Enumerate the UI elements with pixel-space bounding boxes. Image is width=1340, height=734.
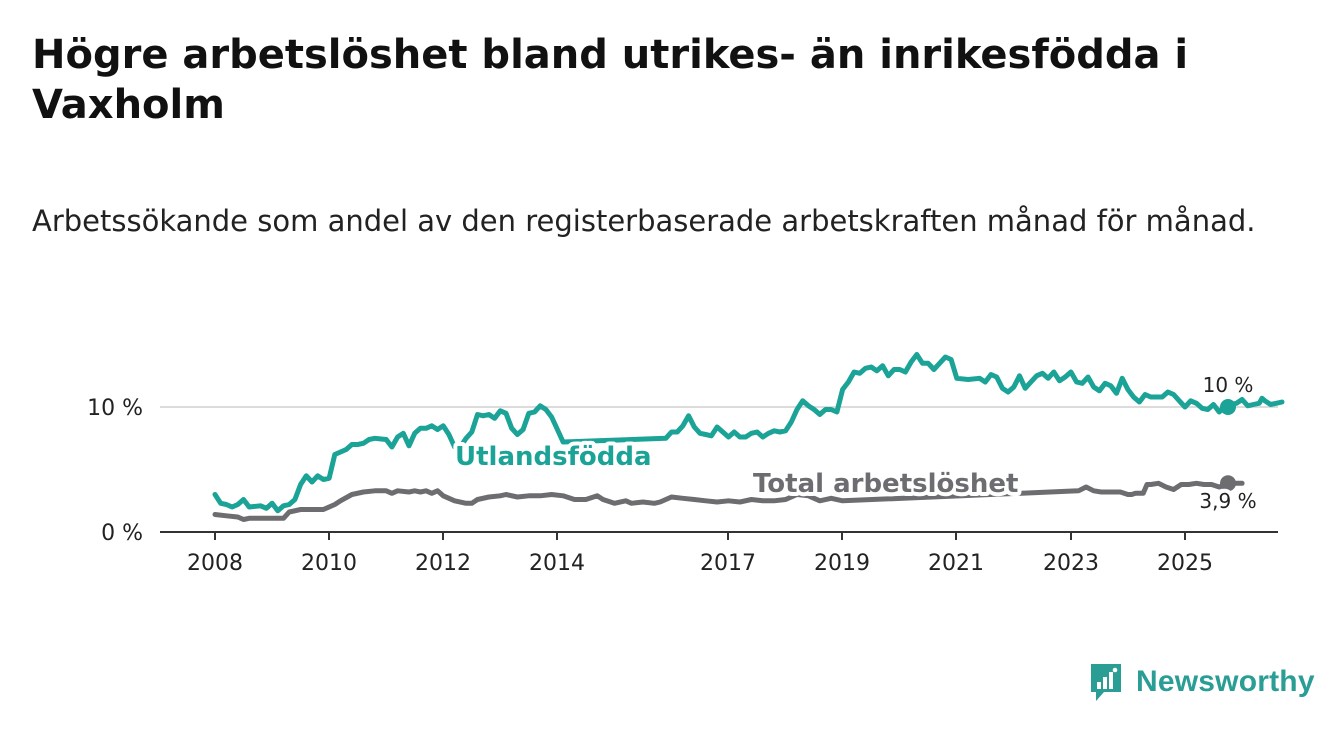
y-tick-label: 10 %	[87, 396, 143, 421]
x-tick-label: 2012	[415, 551, 471, 576]
chart-title: Högre arbetslöshet bland utrikes- än inr…	[32, 32, 1189, 128]
series-label-total-halo: Total arbetslöshet	[753, 469, 1018, 499]
series-layer	[212, 352, 1285, 522]
x-tick-label: 2021	[928, 551, 984, 576]
end-value-total-halo: 3,9 %	[1199, 489, 1256, 513]
y-axis-labels: 0 % 10 %	[87, 396, 143, 546]
chart-subtitle: Arbetssökande som andel av den registerb…	[32, 204, 1256, 238]
newsworthy-logo: Newsworthy	[1088, 660, 1315, 704]
x-tick-label: 2008	[187, 551, 243, 576]
series-end-point-total	[1220, 475, 1236, 492]
series-label-utlandsfodda: Utlandsfödda	[455, 442, 652, 472]
x-tick-label: 2023	[1043, 551, 1099, 576]
series-label-total: Total arbetslöshet	[753, 469, 1018, 499]
newsworthy-logo-icon	[1091, 664, 1121, 701]
series-line-utlandsfodda	[212, 352, 1285, 514]
x-tick-label: 2019	[814, 551, 870, 576]
brand-name: Newsworthy	[1136, 665, 1315, 698]
end-value-utlandsfodda-halo: 10 %	[1203, 373, 1254, 397]
x-tick-label: 2025	[1157, 551, 1213, 576]
x-tick-label: 2010	[301, 551, 357, 576]
y-tick-label: 0 %	[101, 521, 143, 546]
x-tick-label: 2017	[700, 551, 756, 576]
end-value-utlandsfodda: 10 %	[1203, 373, 1254, 397]
series-label-utlandsfodda-halo: Utlandsfödda	[455, 442, 652, 472]
end-value-total: 3,9 %	[1199, 489, 1256, 513]
series-line-total	[212, 480, 1245, 522]
x-axis: 2008 2010 2012 2014 2017 2019 2021 2023 2025	[160, 531, 1278, 576]
x-tick-label: 2014	[529, 551, 585, 576]
series-end-point-utlandsfodda	[1220, 399, 1236, 415]
